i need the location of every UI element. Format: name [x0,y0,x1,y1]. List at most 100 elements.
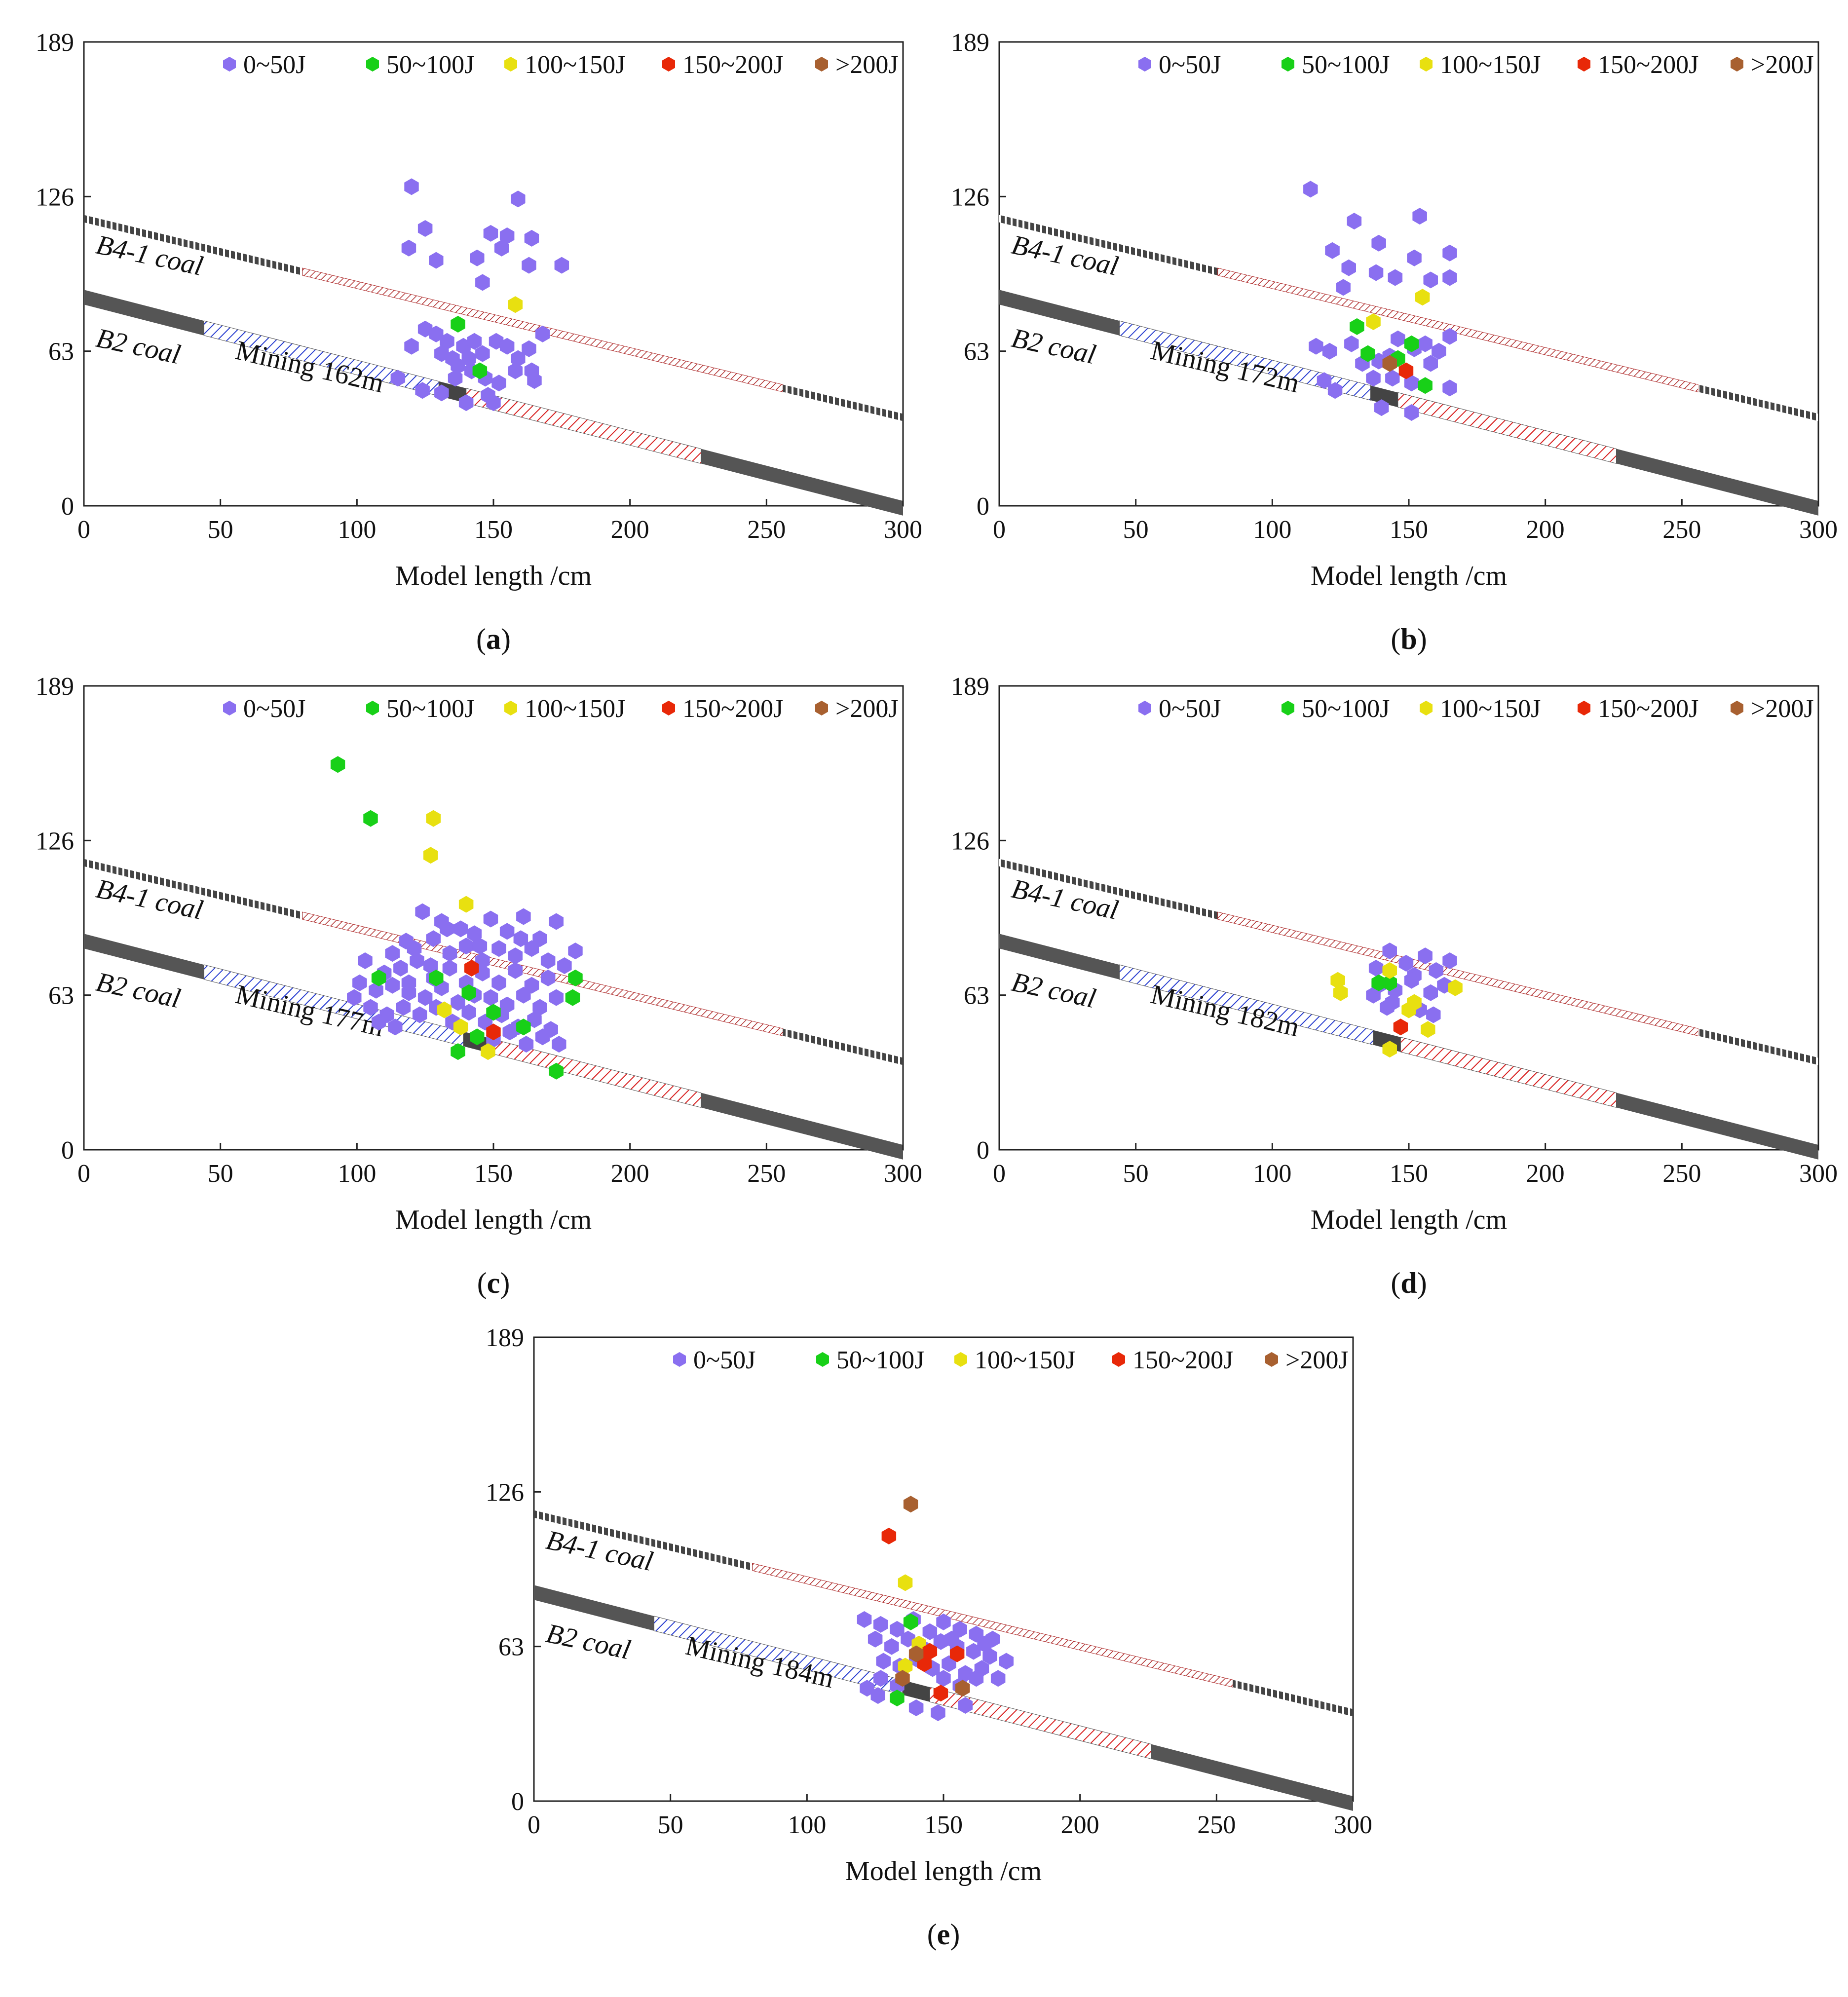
legend-marker [1578,701,1590,716]
caption-letter: b [1400,623,1417,655]
data-point [508,962,523,979]
data-point [1404,375,1419,392]
data-point [393,960,408,977]
x-tick-label: 200 [1061,1811,1099,1839]
b2-seam [999,934,1818,1160]
data-point [475,274,490,291]
x-tick-label: 100 [338,1160,376,1188]
data-point [516,1018,531,1036]
data-point [1432,342,1446,360]
data-point [401,974,416,991]
data-point [876,1653,891,1670]
data-point [461,1004,476,1021]
data-point [415,903,430,920]
legend-marker [673,1352,686,1367]
data-point [483,989,498,1006]
data-point [491,940,506,957]
data-point [903,1496,918,1513]
b2-seam-solid-right [1616,1093,1818,1160]
data-point [1418,335,1433,352]
b2-seam-solid-left [84,934,204,980]
x-tick-label: 150 [1390,516,1428,544]
data-point [1366,986,1381,1004]
data-point [502,1023,517,1041]
data-point [458,896,474,913]
data-point [388,1018,403,1036]
y-tick-label: 126 [36,827,74,855]
data-point [873,1616,888,1633]
data-point [949,1645,965,1662]
data-point [451,1043,465,1060]
plot-frame [998,41,1819,507]
data-point [895,1670,910,1687]
data-point [448,370,463,387]
legend-label: 50~100J [1302,51,1390,79]
data-point [440,333,454,350]
b2-seam-solid-right [701,1093,903,1160]
data-point [1418,947,1433,965]
data-point [363,999,378,1016]
data-point [352,974,367,991]
legend-marker [1731,701,1743,716]
data-point [410,952,424,969]
x-tick-label: 150 [924,1811,963,1839]
b2-seam [999,290,1818,516]
data-point [508,947,523,965]
data-point [442,945,457,962]
x-tick-label: 0 [993,516,1006,544]
data-point [385,945,400,962]
panel-caption: (d) [1391,1267,1427,1299]
data-point [922,1623,938,1640]
data-point [486,394,501,412]
data-point [453,1018,468,1036]
data-point [1368,264,1384,281]
data-point [903,1613,918,1630]
data-point [1382,962,1397,979]
data-point [358,952,373,969]
data-point [1401,1001,1416,1018]
b4-1-seam-right [1698,384,1818,421]
data-point [494,239,509,257]
legend-label: 100~150J [525,695,625,723]
data-point [1398,955,1414,972]
panel-caption: (e) [927,1918,960,1951]
data-point [554,257,569,274]
legend-label: 150~200J [1132,1346,1233,1374]
data-point [1412,208,1427,225]
b4-1-seam-left [999,859,1218,919]
panel-caption: (a) [476,623,511,655]
data-point [1393,1018,1408,1036]
legend-label: 150~200J [1598,695,1698,723]
panel-caption: (c) [477,1267,510,1299]
legend: 0~50J 50~100J 100~150J 150~200J >200J [673,1346,1349,1374]
data-point [1330,972,1345,989]
data-point [467,333,482,350]
data-point [522,340,536,357]
data-point [1382,974,1397,991]
data-point [1421,1021,1435,1038]
data-point [417,220,433,237]
data-point [969,1670,984,1687]
x-tick-label: 250 [1662,516,1701,544]
data-point [1404,972,1419,989]
x-tick-label: 0 [77,516,90,544]
legend-label: 150~200J [1598,51,1698,79]
data-point [437,1001,452,1018]
legend-label: >200J [1751,695,1814,723]
data-point [434,345,449,362]
data-point [371,1014,386,1031]
legend-marker [954,1352,967,1367]
x-tick-label: 200 [611,516,649,544]
legend-label: 50~100J [386,51,474,79]
legend-marker [223,57,236,72]
legend-label: 150~200J [682,51,783,79]
data-point [568,969,583,986]
data-point [347,989,362,1006]
data-point [483,910,498,928]
y-tick-label: 0 [61,1136,74,1165]
legend-marker [1282,701,1294,716]
legend-marker [1265,1352,1278,1367]
data-point [385,977,400,994]
legend-marker [1420,701,1433,716]
b4-1-seam [999,859,1818,1065]
